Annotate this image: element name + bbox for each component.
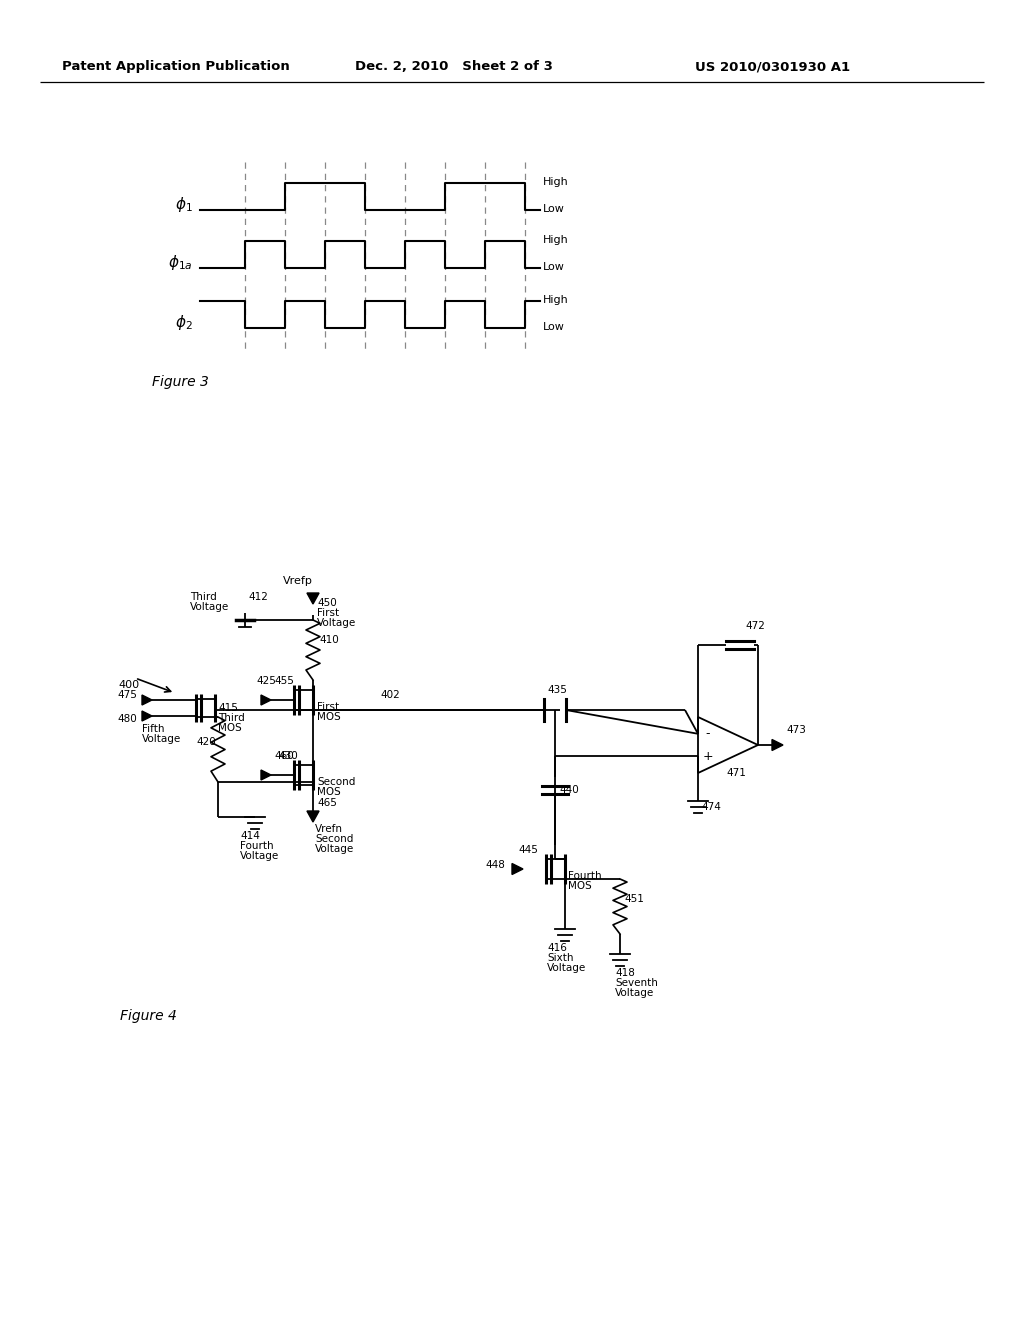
Text: Second: Second <box>317 777 355 787</box>
Text: $\phi_1$: $\phi_1$ <box>175 195 193 214</box>
Polygon shape <box>772 739 783 751</box>
Text: Low: Low <box>543 205 565 214</box>
Text: First: First <box>317 702 339 711</box>
Text: Third: Third <box>218 713 245 723</box>
Text: Sixth: Sixth <box>547 953 573 964</box>
Text: 480: 480 <box>117 714 137 723</box>
Text: Vrefp: Vrefp <box>283 576 313 586</box>
Polygon shape <box>142 696 152 705</box>
Text: 412: 412 <box>248 591 268 602</box>
Text: 440: 440 <box>559 785 579 795</box>
Text: MOS: MOS <box>218 723 242 733</box>
Text: Seventh: Seventh <box>615 978 657 987</box>
Text: Fourth: Fourth <box>568 871 602 880</box>
Text: High: High <box>543 235 568 246</box>
Text: Fourth: Fourth <box>240 841 273 851</box>
Text: 474: 474 <box>701 803 721 812</box>
Text: MOS: MOS <box>317 787 341 797</box>
Text: 400: 400 <box>118 680 139 690</box>
Text: 425: 425 <box>256 676 275 686</box>
Text: Low: Low <box>543 261 565 272</box>
Text: +: + <box>702 750 714 763</box>
Text: Third: Third <box>190 591 217 602</box>
Text: 455: 455 <box>274 676 294 686</box>
Text: Voltage: Voltage <box>547 964 587 973</box>
Polygon shape <box>261 770 271 780</box>
Text: 418: 418 <box>615 968 635 978</box>
Text: Voltage: Voltage <box>142 734 181 744</box>
Text: 414: 414 <box>240 832 260 841</box>
Text: High: High <box>543 177 568 187</box>
Text: 451: 451 <box>624 894 644 904</box>
Text: 410: 410 <box>319 635 339 645</box>
Text: 420: 420 <box>196 737 216 747</box>
Text: Patent Application Publication: Patent Application Publication <box>62 59 290 73</box>
Text: 450: 450 <box>317 598 337 609</box>
Text: 435: 435 <box>547 685 567 696</box>
Text: 465: 465 <box>317 799 337 808</box>
Text: Dec. 2, 2010   Sheet 2 of 3: Dec. 2, 2010 Sheet 2 of 3 <box>355 59 553 73</box>
Text: 402: 402 <box>380 690 399 700</box>
Text: Fifth: Fifth <box>142 723 165 734</box>
Text: 460: 460 <box>274 751 294 762</box>
Text: 430: 430 <box>278 751 298 762</box>
Text: 448: 448 <box>485 861 505 870</box>
Text: MOS: MOS <box>317 711 341 722</box>
Text: 472: 472 <box>745 620 765 631</box>
Text: Vrefn: Vrefn <box>315 824 343 834</box>
Text: $\phi_{1a}$: $\phi_{1a}$ <box>168 253 193 272</box>
Polygon shape <box>307 593 319 605</box>
Polygon shape <box>512 863 523 874</box>
Text: 475: 475 <box>117 690 137 700</box>
Text: Voltage: Voltage <box>615 987 654 998</box>
Text: -: - <box>706 727 711 741</box>
Polygon shape <box>142 711 152 721</box>
Text: Voltage: Voltage <box>240 851 280 861</box>
Text: Voltage: Voltage <box>315 843 354 854</box>
Text: 473: 473 <box>786 725 806 735</box>
Text: US 2010/0301930 A1: US 2010/0301930 A1 <box>695 59 850 73</box>
Text: High: High <box>543 294 568 305</box>
Text: 445: 445 <box>518 845 538 855</box>
Text: 471: 471 <box>726 768 745 777</box>
Polygon shape <box>261 696 271 705</box>
Text: Second: Second <box>315 834 353 843</box>
Polygon shape <box>307 810 319 822</box>
Text: MOS: MOS <box>568 880 592 891</box>
Text: $\phi_2$: $\phi_2$ <box>175 314 193 333</box>
Text: Voltage: Voltage <box>317 618 356 628</box>
Text: Figure 4: Figure 4 <box>120 1008 177 1023</box>
Text: Figure 3: Figure 3 <box>152 375 209 389</box>
Text: First: First <box>317 609 339 618</box>
Text: Voltage: Voltage <box>190 602 229 612</box>
Text: Low: Low <box>543 322 565 333</box>
Text: 416: 416 <box>547 942 567 953</box>
Text: 415: 415 <box>218 704 238 713</box>
